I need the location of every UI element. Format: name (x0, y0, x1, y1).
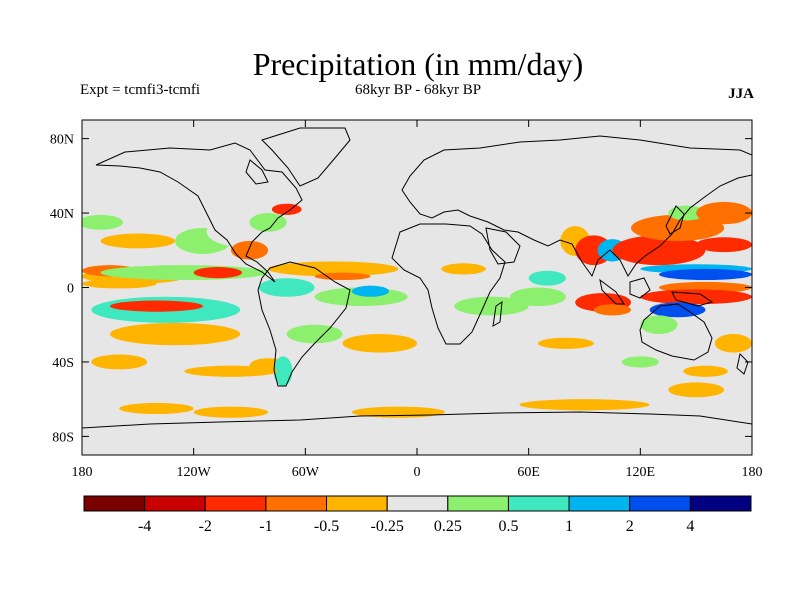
period-label: 68kyr BP - 68kyr BP (354, 82, 482, 98)
colorbar-swatch (568, 495, 631, 512)
coast-new-zealand (736, 352, 749, 375)
x-tick-label: 120E (626, 465, 656, 480)
coast-antarctica (82, 411, 752, 429)
coast-greenland (261, 127, 351, 187)
anomaly-region-26 (119, 402, 194, 415)
anomaly-region-24 (184, 365, 278, 377)
colorbar-swatch (265, 495, 328, 512)
anomaly-region-11 (249, 213, 287, 232)
anomaly-region-15 (268, 261, 399, 277)
anomaly-region-25 (91, 354, 148, 370)
anomaly-region-47 (658, 268, 752, 281)
anomaly-region-13 (100, 233, 176, 249)
coast-north-america (95, 142, 303, 283)
x-tick-label: 120W (177, 465, 212, 480)
anomaly-region-30 (668, 382, 725, 398)
anomaly-region-32 (454, 296, 529, 316)
anomaly-region-49 (640, 289, 752, 305)
colorbar-label: -2 (199, 518, 212, 535)
anomaly-region-10 (230, 240, 269, 260)
x-tick-label: 60E (517, 465, 540, 480)
anomaly-region-23 (273, 356, 293, 387)
colorbar-swatch (83, 495, 146, 512)
anomaly-region-33 (510, 287, 566, 307)
map-background (82, 120, 752, 455)
colorbar-swatch (204, 495, 267, 512)
coast-japan (665, 205, 685, 235)
anomaly-region-54 (683, 365, 728, 377)
colorbar-label: -1 (259, 518, 272, 535)
anomaly-region-31 (441, 263, 486, 275)
coast-sumatra (599, 278, 625, 305)
colorbar-label: -0.5 (314, 518, 339, 535)
y-tick-label: 40S (52, 356, 74, 371)
x-tick-label: 180 (72, 465, 93, 480)
colorbar-label: 4 (686, 518, 694, 535)
anomaly-region-39 (593, 304, 632, 316)
coastlines (82, 127, 752, 429)
anomaly-region-3 (193, 267, 243, 279)
colorbar-label: -0.25 (371, 518, 404, 535)
y-tick-label: 0 (67, 282, 74, 297)
anomaly-region-16 (314, 272, 371, 281)
anomaly-region-21 (342, 334, 417, 353)
colorbar-swatch (689, 495, 752, 512)
x-tick-label: 180 (742, 465, 763, 480)
colorbar-label: 0.5 (498, 518, 518, 535)
anomaly-region-53 (621, 356, 659, 368)
anomaly-region-14 (82, 214, 123, 230)
y-tick-label: 80N (50, 133, 74, 148)
coast-eurasia (401, 135, 752, 278)
anomaly-region-43 (668, 205, 706, 221)
axis-ticks: 180 120W 60W 0 60E 120E 180 80N 40N 0 40S 80S (50, 120, 763, 480)
coast-africa (391, 223, 506, 345)
coast-australia (639, 303, 713, 361)
colorbar-swatch (447, 495, 509, 512)
anomaly-region-42 (631, 214, 725, 241)
anomaly-region-29 (519, 399, 650, 411)
season-label: JJA (728, 86, 754, 102)
anomaly-region-27 (193, 406, 269, 418)
anomaly-region-17 (258, 278, 315, 297)
x-tick-label: 60W (292, 465, 320, 480)
anomaly-regions (82, 201, 752, 418)
anomaly-region-41 (612, 235, 706, 266)
colorbar-swatch (507, 495, 570, 512)
anomaly-region-2 (100, 265, 269, 281)
colorbar-swatch (144, 495, 206, 512)
y-tick-label: 40N (50, 207, 74, 222)
coast-borneo (629, 277, 651, 299)
anomaly-region-50 (649, 302, 706, 318)
colorbar-swatch (386, 495, 449, 512)
anomaly-region-37 (537, 337, 594, 349)
x-tick-label: 0 (414, 465, 421, 480)
colorbar: -4 -2 -1 -0.5 -0.25 0.25 0.5 1 2 4 (83, 495, 752, 535)
anomaly-region-44 (696, 201, 752, 225)
anomaly-region-51 (640, 315, 678, 335)
anomaly-region-7 (109, 322, 241, 346)
colorbar-label: 0.25 (434, 518, 462, 535)
y-tick-label: 80S (52, 430, 74, 445)
anomaly-region-34 (528, 270, 566, 286)
chart-title: Precipitation (in mm/day) (252, 46, 584, 82)
experiment-label: Expt = tcmfi3-tcmfi (80, 82, 201, 98)
colorbar-swatch (629, 495, 691, 512)
coast-madagascar (492, 300, 503, 327)
coast-arabia (485, 227, 521, 265)
coast-new-guinea (671, 291, 714, 307)
colorbar-swatch (326, 495, 388, 512)
anomaly-region-19 (351, 285, 390, 297)
colorbar-label: -4 (138, 518, 151, 535)
anomaly-region-20 (286, 324, 343, 344)
anomaly-region-45 (696, 237, 752, 253)
colorbar-label: 1 (565, 518, 573, 535)
anomaly-region-12 (271, 203, 302, 215)
anomaly-region-52 (714, 334, 752, 353)
colorbar-label: 2 (626, 518, 634, 535)
coast-hudson (245, 159, 269, 185)
coast-south-america (257, 261, 351, 387)
anomaly-region-4 (82, 279, 157, 289)
anomaly-region-6 (109, 300, 203, 312)
